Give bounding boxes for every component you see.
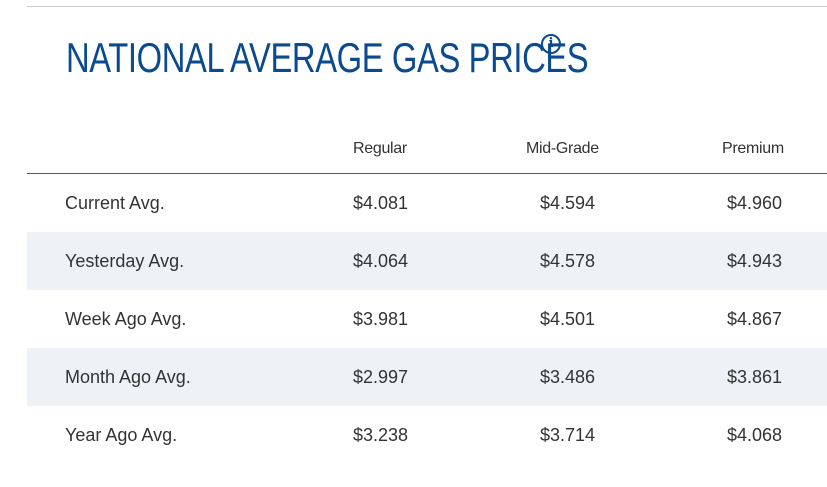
- page-title: NATIONAL AVERAGE GAS PRICES: [66, 34, 589, 81]
- info-icon[interactable]: i: [541, 34, 561, 54]
- table-row-year-ago: Year Ago Avg. $3.238 $3.714 $4.068: [27, 406, 827, 464]
- price-premium: $4.867: [727, 309, 783, 329]
- gas-prices-table: Regular Mid-Grade Premium Current Avg. $…: [27, 128, 827, 464]
- price-regular: $3.238: [353, 425, 409, 445]
- price-premium: $4.960: [727, 193, 783, 213]
- column-header-regular: Regular: [353, 140, 407, 157]
- price-premium: $3.861: [727, 367, 783, 387]
- title-block: NATIONAL AVERAGE GAS PRICES i: [66, 30, 736, 86]
- row-label: Current Avg.: [65, 193, 165, 213]
- table-row-month-ago: Month Ago Avg. $2.997 $3.486 $3.861: [27, 348, 827, 406]
- price-premium: $4.943: [727, 251, 783, 271]
- price-regular: $4.064: [353, 251, 409, 271]
- price-mid-grade: $4.578: [540, 251, 596, 271]
- table-header-row: Regular Mid-Grade Premium: [27, 128, 827, 174]
- price-regular: $3.981: [353, 309, 409, 329]
- column-header-mid-grade: Mid-Grade: [526, 140, 599, 157]
- row-label: Month Ago Avg.: [65, 367, 191, 387]
- price-regular: $4.081: [353, 193, 409, 213]
- row-label: Year Ago Avg.: [65, 425, 178, 445]
- row-label: Week Ago Avg.: [65, 309, 187, 329]
- table-row-week-ago: Week Ago Avg. $3.981 $4.501 $4.867: [27, 290, 827, 348]
- top-divider: [27, 6, 827, 7]
- price-regular: $2.997: [353, 367, 409, 387]
- price-mid-grade: $3.714: [540, 425, 596, 445]
- table-row-current: Current Avg. $4.081 $4.594 $4.960: [27, 174, 827, 232]
- row-label: Yesterday Avg.: [65, 251, 185, 271]
- price-mid-grade: $3.486: [540, 367, 596, 387]
- column-header-premium: Premium: [722, 140, 784, 157]
- table-row-yesterday: Yesterday Avg. $4.064 $4.578 $4.943: [27, 232, 827, 290]
- price-premium: $4.068: [727, 425, 783, 445]
- price-mid-grade: $4.501: [540, 309, 596, 329]
- price-mid-grade: $4.594: [540, 193, 596, 213]
